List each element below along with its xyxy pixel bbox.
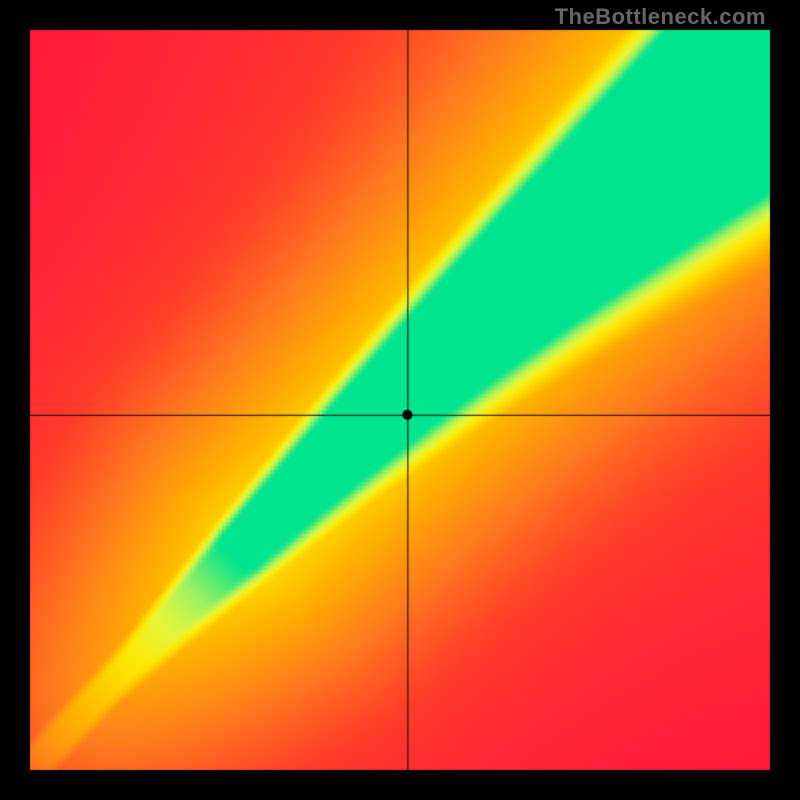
bottleneck-heatmap [0, 0, 800, 800]
watermark-text: TheBottleneck.com [555, 4, 766, 30]
chart-container: { "chart": { "type": "heatmap", "canvas"… [0, 0, 800, 800]
